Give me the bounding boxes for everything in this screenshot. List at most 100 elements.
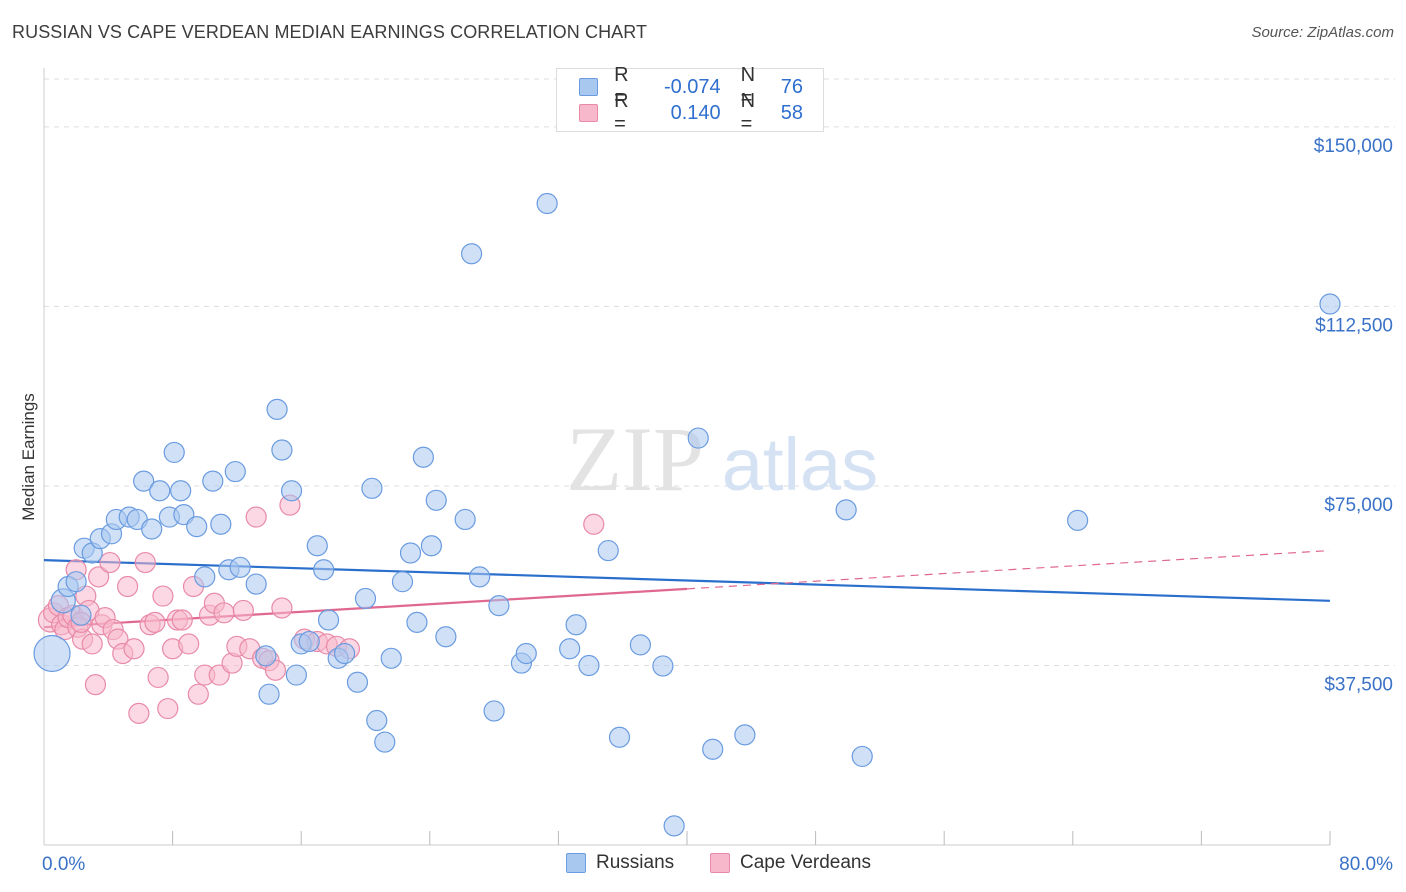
cape-verdeans-legend-label: Cape Verdeans [740,852,871,873]
cape-verdean-point [116,575,139,598]
russian-point [224,460,246,483]
russian-point [186,516,208,538]
russian-point [298,630,320,653]
y-tick-label: $37,500 [1324,674,1393,695]
russian-point [306,535,328,557]
cape-verdean-point [123,638,145,660]
legend-n-value: 58 [780,101,803,124]
russian-point [663,815,685,837]
legend-r-label: R = [614,90,629,135]
legend-r-label: R = [614,64,629,109]
russian-point [141,518,163,540]
russian-point [33,634,71,673]
cape-verdean-point [157,697,179,720]
axes [43,68,1331,846]
russian-point [245,573,267,595]
russian-point [608,726,631,748]
gridlines [44,78,1395,666]
russian-point [515,642,537,665]
cape-verdean-points [37,494,605,724]
chart-title: RUSSIAN VS CAPE VERDEAN MEDIAN EARNINGS … [12,22,648,42]
russian-point [133,470,155,492]
x-tick-label: 80.0% [1339,854,1393,875]
russian-point [266,398,288,420]
cape-verdeans-legend-swatch [710,853,730,873]
x-tick-labels: 0.0% 80.0% [42,854,1393,875]
russian-point [170,480,192,502]
russian-point [271,439,293,461]
legend-n-label: N = [740,64,756,109]
cape-verdean-point [245,506,267,528]
russian-point [361,477,383,499]
legend-r-value: 0.140 [670,101,721,124]
watermark: ZIP atlas [566,408,878,510]
russian-point [317,609,340,631]
cape-verdean-point [134,551,156,574]
russian-point [366,709,388,732]
russian-point [483,700,505,722]
bottom-legend: Russians Cape Verdeans [0,852,1406,878]
cape-verdean-point [583,513,605,535]
cape-verdean-point [88,566,110,588]
russian-point [702,738,724,760]
russian-point [163,441,185,464]
russians-legend-swatch [566,853,586,873]
y-tick-label: $75,000 [1324,495,1393,516]
russian-point [734,724,756,746]
russian-point [334,642,356,665]
cape-verdeans-swatch [579,104,599,122]
y-axis-label: Median Earnings [19,393,38,521]
russian-point [460,243,483,265]
russian-point [70,604,92,626]
russian-point [149,480,171,502]
cape-verdean-point [213,602,235,624]
russian-point [578,654,600,677]
cape-verdean-point [99,551,121,574]
watermark-zip: ZIP [566,408,704,510]
russian-point [313,559,335,581]
russian-point [435,626,457,648]
cape-verdean-point [152,585,174,607]
legend-row-russians: R = -0.074 N = 76 [579,64,823,109]
bottom-legend-cape-verdeans: Cape Verdeans [710,852,871,874]
russian-point [280,480,303,502]
cape-verdean-point [178,633,200,655]
cape-verdean-point [84,674,107,696]
russian-point [380,647,402,669]
legend-row-cape-verdeans: R = 0.140 N = 58 [579,90,823,135]
russian-point [1319,293,1341,315]
russian-point [406,611,428,633]
russian-point [1067,509,1089,532]
russian-point [420,535,443,557]
legend-n-value: 76 [780,75,803,98]
russian-point [391,571,414,593]
russian-point [412,446,434,468]
russian-point [258,683,280,705]
legend-n-label: N = [740,90,756,135]
russians-legend-label: Russians [596,852,675,873]
trendline-cape-verdeans [686,549,1331,590]
cape-verdean-point [232,599,254,622]
russian-point [597,539,619,562]
russian-point [229,556,251,578]
russian-point [399,542,422,564]
russian-point [425,489,447,511]
cape-verdean-point [128,702,150,724]
russian-point [469,566,491,588]
y-tick-label: $112,500 [1315,315,1393,336]
russian-point [851,745,873,768]
russian-point [374,731,396,753]
cape-verdean-point [187,683,209,705]
russians-swatch [579,78,599,96]
russian-point [652,655,674,677]
russian-point [285,664,307,686]
russian-point [255,645,277,667]
cape-verdean-point [147,666,169,689]
cape-verdean-point [81,633,103,655]
legend-r-value: -0.074 [663,75,721,98]
legend-box: R = -0.074 N = 76 R = 0.140 N = 58 [556,64,824,135]
russian-point [65,571,87,593]
russian-point [346,671,369,693]
source-label: Source: ZipAtlas.com [1251,24,1394,41]
